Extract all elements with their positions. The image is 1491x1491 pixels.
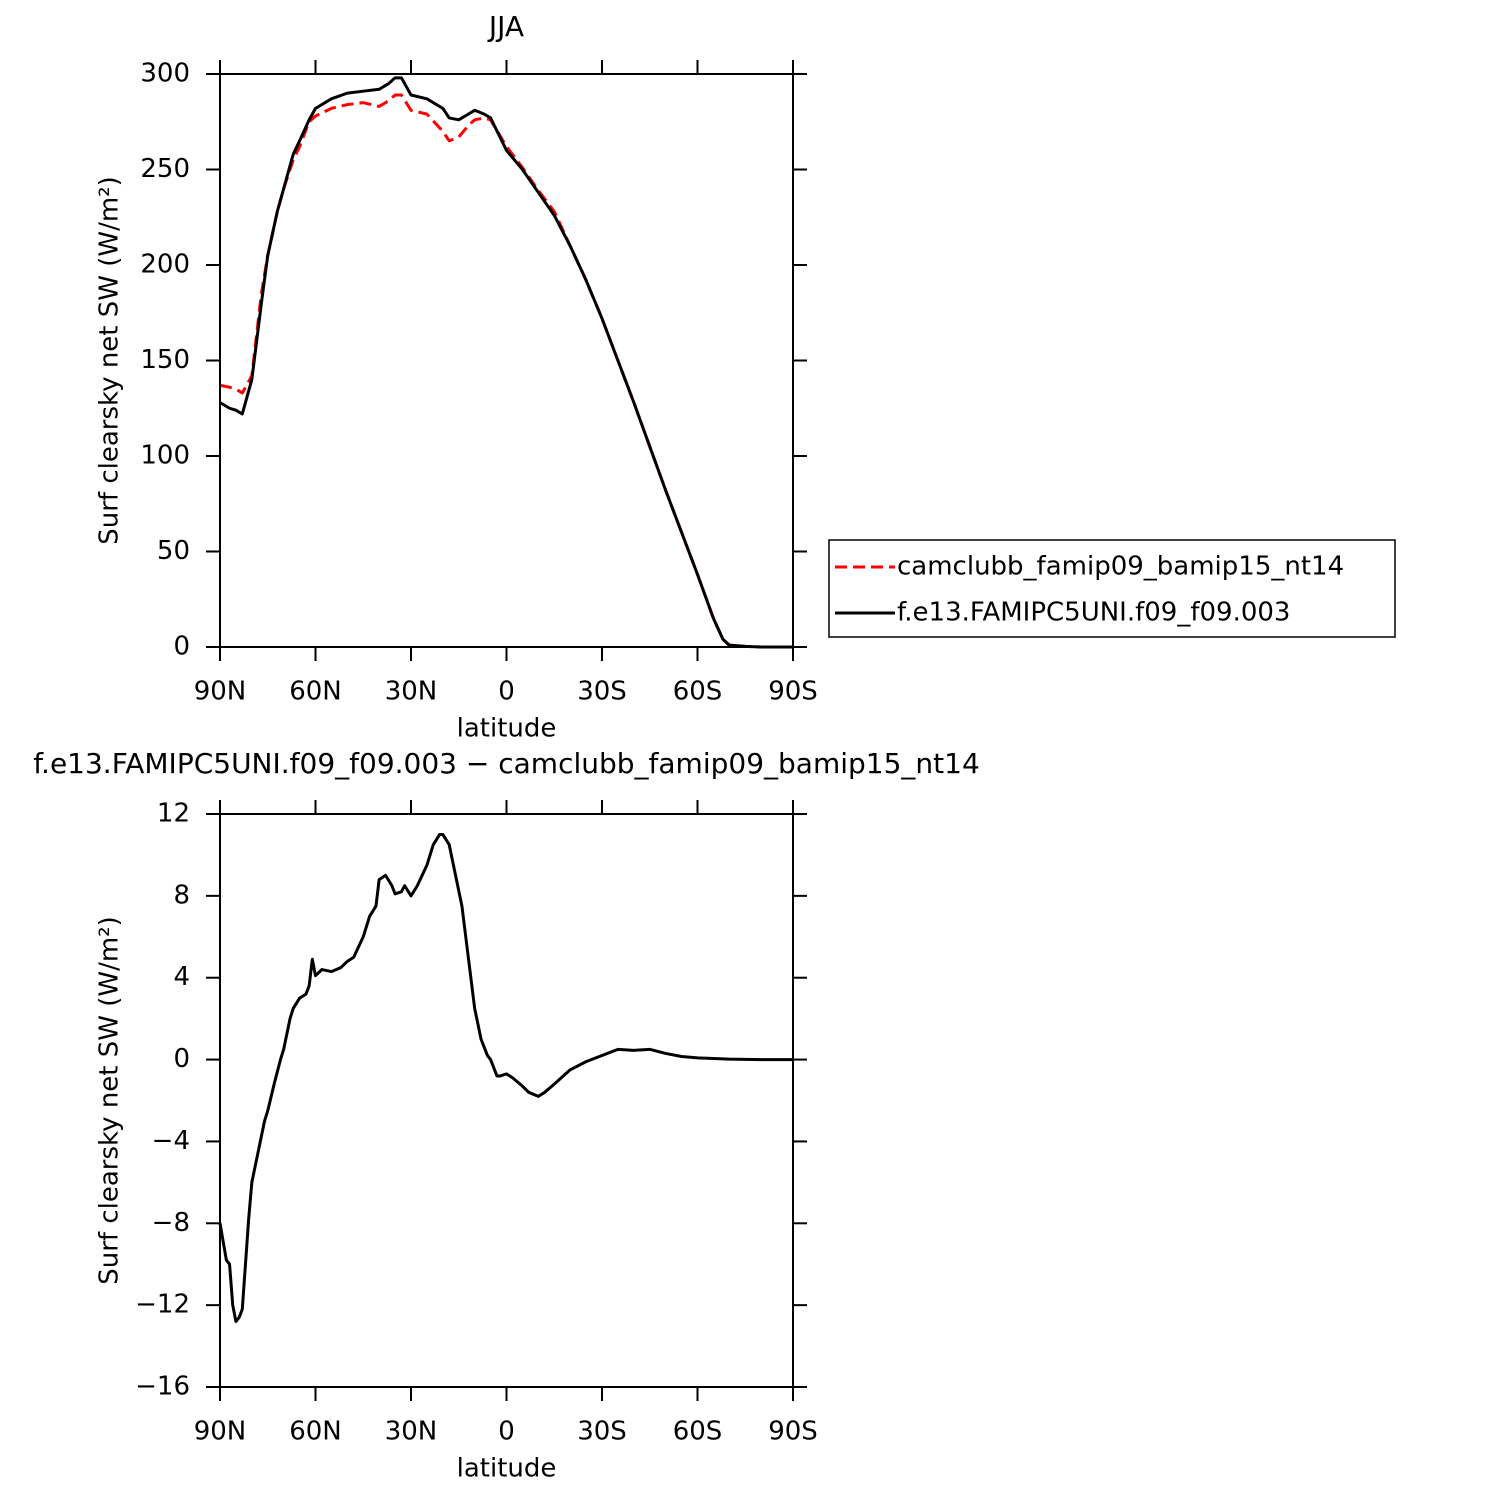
plot-frame xyxy=(219,73,794,648)
x-tick-label: 90S xyxy=(768,677,818,707)
y-tick-label: −12 xyxy=(135,1290,190,1320)
y-tick-label: −8 xyxy=(152,1208,190,1238)
x-tick-label: 90N xyxy=(194,1417,247,1447)
chart-title: f.e13.FAMIPC5UNI.f09_f09.003 − camclubb_… xyxy=(33,747,980,780)
x-tick-label: 60S xyxy=(673,1417,723,1447)
x-tick-label: 30N xyxy=(385,1417,438,1447)
y-tick-label: −4 xyxy=(152,1126,190,1156)
y-axis-label: Surf clearsky net SW (W/m²) xyxy=(95,176,125,544)
y-tick-label: 50 xyxy=(157,536,190,566)
y-axis-label: Surf clearsky net SW (W/m²) xyxy=(95,916,125,1284)
x-axis-label: latitude xyxy=(457,1454,557,1484)
data-line xyxy=(219,76,793,649)
data-line xyxy=(218,832,793,1324)
chart-title: JJA xyxy=(487,10,524,43)
y-tick-label: 4 xyxy=(173,962,190,992)
plot-frame xyxy=(219,813,794,1388)
y-tick-label: −16 xyxy=(135,1372,190,1402)
x-tick-label: 0 xyxy=(498,1417,515,1447)
x-tick-label: 90S xyxy=(768,1417,818,1447)
legend-box xyxy=(828,539,1396,638)
y-tick-label: 200 xyxy=(140,250,190,280)
y-tick-label: 0 xyxy=(173,1044,190,1074)
x-axis-label: latitude xyxy=(457,714,557,744)
x-tick-label: 30N xyxy=(385,677,438,707)
x-tick-label: 60N xyxy=(289,1417,342,1447)
y-tick-label: 8 xyxy=(173,880,190,910)
x-tick-label: 0 xyxy=(498,677,515,707)
x-tick-label: 30S xyxy=(577,677,627,707)
x-tick-label: 60N xyxy=(289,677,342,707)
y-tick-label: 300 xyxy=(140,59,190,89)
y-tick-label: 12 xyxy=(157,799,190,829)
y-tick-label: 100 xyxy=(140,441,190,471)
data-line xyxy=(219,93,793,649)
legend-label: camclubb_famip09_bamip15_nt14 xyxy=(897,552,1344,582)
y-tick-label: 250 xyxy=(140,154,190,184)
x-tick-label: 90N xyxy=(194,677,247,707)
legend-label: f.e13.FAMIPC5UNI.f09_f09.003 xyxy=(897,598,1290,628)
y-tick-label: 0 xyxy=(173,632,190,662)
x-tick-label: 30S xyxy=(577,1417,627,1447)
y-tick-label: 150 xyxy=(140,345,190,375)
x-tick-label: 60S xyxy=(673,677,723,707)
